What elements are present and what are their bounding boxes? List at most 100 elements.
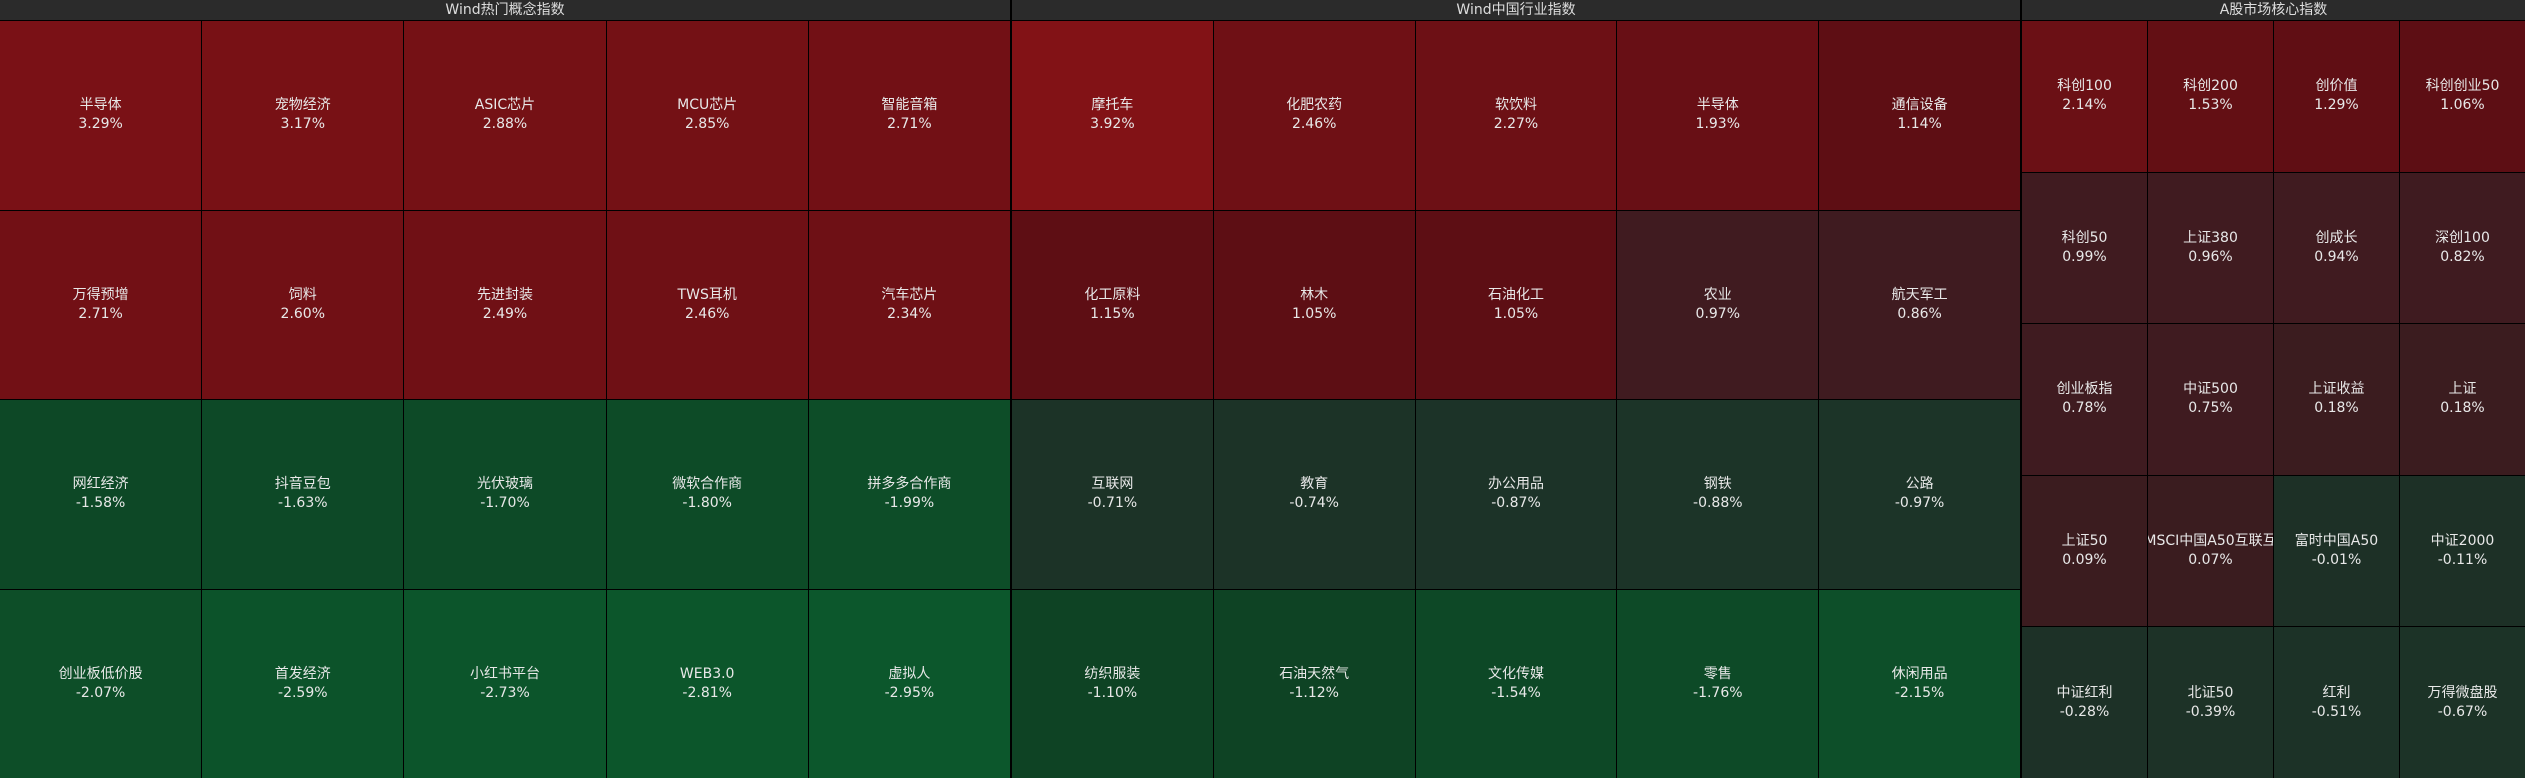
tile[interactable]: 摩托车 3.92% <box>1012 21 1213 210</box>
tile-change: 1.14% <box>1897 116 1942 133</box>
tile[interactable]: 教育 -0.74% <box>1213 400 1415 589</box>
tile[interactable]: 公路 -0.97% <box>1819 400 2020 589</box>
tile[interactable]: 中证红利 -0.28% <box>2022 627 2147 778</box>
tile[interactable]: 科创200 1.53% <box>2148 21 2273 172</box>
tile-name: 上证收益 <box>2308 381 2365 398</box>
tile[interactable]: 科创100 2.14% <box>2022 21 2147 172</box>
tile-name: 深创100 <box>2435 229 2490 246</box>
tile[interactable]: 软饮料 2.27% <box>1415 21 1617 210</box>
tile-name: ASIC芯片 <box>474 97 536 114</box>
tile-change: 2.71% <box>887 116 932 133</box>
tile-change: 0.18% <box>2314 400 2359 417</box>
tile[interactable]: 互联网 -0.71% <box>1012 400 1213 589</box>
tile[interactable]: 创业板指 0.78% <box>2022 324 2147 475</box>
tile-name: 科创创业50 <box>2425 78 2500 95</box>
tile[interactable]: 光伏玻璃 -1.70% <box>404 400 606 589</box>
tile-name: 智能音箱 <box>881 97 938 114</box>
tile-name: 上证380 <box>2183 229 2238 246</box>
tile[interactable]: 上证380 0.96% <box>2148 172 2273 324</box>
tile[interactable]: 万得微盘股 -0.67% <box>2400 627 2525 778</box>
tile[interactable]: 微软合作商 -1.80% <box>606 400 808 589</box>
tile-name: 半导体 <box>1696 97 1739 114</box>
tile[interactable]: 首发经济 -2.59% <box>202 589 404 778</box>
tile[interactable]: 富时中国A50 -0.01% <box>2274 475 2399 627</box>
tile-name: 首发经济 <box>274 665 331 682</box>
tile[interactable]: 宠物经济 3.17% <box>202 21 404 210</box>
tile-change: 0.99% <box>2062 248 2107 265</box>
tile[interactable]: 化肥农药 2.46% <box>1213 21 1415 210</box>
tile[interactable]: 饲料 2.60% <box>202 210 404 399</box>
tile[interactable]: 小红书平台 -2.73% <box>404 589 606 778</box>
tile-change: -0.71% <box>1087 495 1138 512</box>
tile[interactable]: ASIC芯片 2.88% <box>404 21 606 210</box>
tile[interactable]: 拼多多合作商 -1.99% <box>808 400 1010 589</box>
tile[interactable]: 虚拟人 -2.95% <box>808 589 1010 778</box>
tile[interactable]: MCU芯片 2.85% <box>606 21 808 210</box>
tile[interactable]: 文化传媒 -1.54% <box>1415 589 1617 778</box>
tile[interactable]: 上证 0.18% <box>2400 324 2525 475</box>
tile[interactable]: 网红经济 -1.58% <box>0 400 202 589</box>
tile-change: -2.59% <box>278 684 328 701</box>
tile-name: MSCI中国A50互联互 <box>2148 533 2273 550</box>
tile[interactable]: 汽车芯片 2.34% <box>808 210 1010 399</box>
tile[interactable]: 纺织服装 -1.10% <box>1012 589 1213 778</box>
tile-name: 化工原料 <box>1084 286 1141 303</box>
tile[interactable]: 科创创业50 1.06% <box>2400 21 2525 172</box>
tile[interactable]: 化工原料 1.15% <box>1012 210 1213 399</box>
tile-name: 休闲用品 <box>1891 665 1948 682</box>
tile-name: 钢铁 <box>1703 476 1732 493</box>
tile[interactable]: 石油天然气 -1.12% <box>1213 589 1415 778</box>
tile[interactable]: 零售 -1.76% <box>1617 589 1819 778</box>
panel-title: Wind中国行业指数 <box>1012 0 2020 21</box>
tile-change: -0.87% <box>1491 495 1541 512</box>
tile[interactable]: 科创50 0.99% <box>2022 172 2147 324</box>
tile[interactable]: 先进封装 2.49% <box>404 210 606 399</box>
tile[interactable]: 创业板低价股 -2.07% <box>0 589 202 778</box>
tile-name: 创价值 <box>2315 78 2358 95</box>
tile[interactable]: 上证50 0.09% <box>2022 475 2147 627</box>
tile-change: -2.07% <box>75 684 126 701</box>
tile-change: 2.85% <box>684 116 730 133</box>
tile-change: -2.15% <box>1894 684 1945 701</box>
tile[interactable]: 上证收益 0.18% <box>2274 324 2399 475</box>
tile-change: 1.53% <box>2188 97 2233 114</box>
tile[interactable]: 半导体 1.93% <box>1617 21 1819 210</box>
tile[interactable]: 创价值 1.29% <box>2274 21 2399 172</box>
tile[interactable]: 万得预增 2.71% <box>0 210 202 399</box>
tile[interactable]: 抖音豆包 -1.63% <box>202 400 404 589</box>
tile[interactable]: 航天军工 0.86% <box>1819 210 2020 399</box>
tile[interactable]: 石油化工 1.05% <box>1415 210 1617 399</box>
tile-name: 互联网 <box>1091 476 1134 493</box>
tile[interactable]: 农业 0.97% <box>1617 210 1819 399</box>
panel: Wind中国行业指数 摩托车 3.92% 化肥农药 2.46% 软饮料 2.27% 半导体 1.… <box>1012 0 2020 778</box>
tile[interactable]: 通信设备 1.14% <box>1819 21 2020 210</box>
tile-name: 富时中国A50 <box>2294 533 2379 550</box>
tile[interactable]: MSCI中国A50互联互 0.07% <box>2148 475 2273 627</box>
tile[interactable]: 智能音箱 2.71% <box>808 21 1010 210</box>
tile[interactable]: 中证2000 -0.11% <box>2400 475 2525 627</box>
tile-change: 1.29% <box>2314 97 2359 114</box>
tile-change: 0.18% <box>2440 400 2485 417</box>
tile[interactable]: 红利 -0.51% <box>2274 627 2399 778</box>
tile-change: 3.17% <box>280 116 326 133</box>
tile-change: 1.06% <box>2440 97 2485 114</box>
tile[interactable]: 钢铁 -0.88% <box>1617 400 1819 589</box>
tile[interactable]: 林木 1.05% <box>1213 210 1415 399</box>
tile-name: 中证2000 <box>2430 533 2495 550</box>
tile[interactable]: 创成长 0.94% <box>2274 172 2399 324</box>
tile-name: 微软合作商 <box>672 476 743 493</box>
tile-change: 2.88% <box>482 116 528 133</box>
tile[interactable]: 休闲用品 -2.15% <box>1819 589 2020 778</box>
tile-change: 1.05% <box>1493 305 1539 322</box>
tile[interactable]: 半导体 3.29% <box>0 21 202 210</box>
tile[interactable]: 深创100 0.82% <box>2400 172 2525 324</box>
tile-name: 中证红利 <box>2056 684 2113 701</box>
tile[interactable]: 办公用品 -0.87% <box>1415 400 1617 589</box>
tile[interactable]: WEB3.0 -2.81% <box>606 589 808 778</box>
tile-change: 1.05% <box>1291 305 1337 322</box>
tile-change: 0.94% <box>2314 248 2359 265</box>
tile[interactable]: 中证500 0.75% <box>2148 324 2273 475</box>
tile[interactable]: 北证50 -0.39% <box>2148 627 2273 778</box>
tile[interactable]: TWS耳机 2.46% <box>606 210 808 399</box>
